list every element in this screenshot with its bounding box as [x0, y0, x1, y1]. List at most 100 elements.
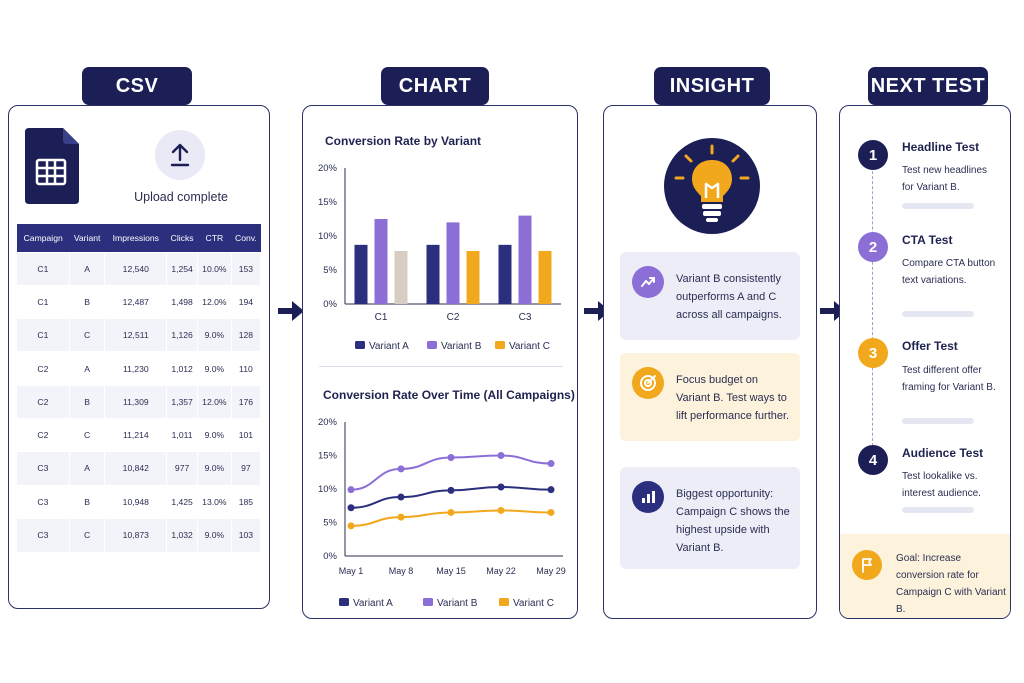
table-row: C3 A 10,842 977 9.0% 97: [17, 451, 262, 486]
csv-table: Campaign Variant Impressions Clicks CTR …: [17, 224, 262, 552]
table-cell: 12.0%: [197, 284, 232, 319]
table-cell: 9.0%: [197, 517, 232, 552]
table-cell: A: [69, 351, 106, 386]
table-cell: C: [69, 417, 106, 452]
table-cell: A: [69, 251, 106, 286]
table-cell: 10,842: [104, 451, 168, 486]
step-number-badge: 4: [858, 445, 888, 475]
table-cell: C3: [17, 451, 70, 486]
table-cell: C3: [17, 484, 70, 519]
y-tick-label: 0%: [323, 551, 337, 562]
y-tick-label: 10%: [318, 231, 338, 242]
table-cell: 10.0%: [197, 251, 232, 286]
table-cell: 110: [231, 351, 262, 386]
step-title: CTA Test: [902, 233, 953, 247]
upload-status: Upload complete: [134, 190, 228, 204]
legend-swatch: [499, 598, 509, 606]
csv-panel: Upload complete Campaign Variant Impress…: [8, 105, 270, 609]
table-row: C2 B 11,309 1,357 12.0% 176: [17, 384, 262, 419]
header-next-test: NEXT TEST: [868, 67, 988, 105]
bar-chart-icon: [632, 481, 664, 513]
y-tick-label: 20%: [318, 163, 338, 174]
data-point: [547, 460, 555, 468]
table-cell: C1: [17, 318, 70, 352]
table-cell: C3: [17, 517, 70, 552]
insight-panel: Variant B consistently outperforms A and…: [603, 105, 817, 619]
chart-divider: [319, 366, 563, 367]
x-tick-label: May 15: [436, 566, 466, 576]
step-description: Test lookalike vs. interest audience.: [902, 471, 981, 499]
next-test-panel: 1 Headline Test Test new headlines for V…: [839, 105, 1011, 619]
column-header: Campaign: [17, 224, 70, 252]
legend-label: Variant B: [441, 341, 482, 352]
data-point: [497, 452, 505, 459]
legend-label: Variant B: [437, 598, 478, 609]
step-title: Audience Test: [902, 446, 984, 460]
data-point: [397, 465, 405, 473]
table-cell: B: [69, 484, 106, 519]
bar: [538, 250, 552, 304]
table-cell: C2: [17, 384, 70, 419]
legend-swatch: [355, 341, 365, 349]
header-insight: INSIGHT: [654, 67, 770, 105]
insight-card: Variant B consistently outperforms A and…: [620, 252, 800, 340]
column-header: Variant: [69, 224, 105, 252]
table-cell: 101: [231, 417, 262, 452]
data-point: [397, 513, 405, 521]
column-header: Clicks: [166, 224, 198, 252]
table-cell: 977: [166, 451, 198, 486]
data-point: [547, 486, 555, 494]
step-description: Compare CTA button text variations.: [902, 258, 996, 286]
table-cell: 1,011: [166, 417, 198, 452]
table-cell: B: [69, 284, 106, 319]
legend-swatch: [495, 341, 505, 349]
x-tick-label: May 22: [486, 566, 516, 576]
step-description: Test new headlines for Variant B.: [902, 165, 988, 193]
table-cell: 12,540: [104, 251, 168, 286]
x-tick-label: C1: [375, 312, 388, 323]
data-point: [447, 454, 455, 462]
bar: [426, 244, 440, 304]
table-cell: C1: [17, 284, 70, 319]
data-point: [347, 486, 355, 494]
table-cell: C: [69, 318, 106, 352]
bar-chart: 20% 15% 10% 5% 0% C1 C2 C3 Variant A Variant B Var…: [318, 163, 561, 352]
data-point: [447, 486, 455, 494]
insight-text: Variant B consistently outperforms A and…: [676, 273, 782, 321]
data-point: [347, 504, 355, 512]
x-tick-label: May 8: [389, 566, 414, 576]
table-row: C3 B 10,948 1,425 13.0% 185: [17, 484, 262, 519]
table-row: C1 C 12,511 1,126 9.0% 128: [17, 318, 262, 352]
column-header: CTR: [197, 224, 232, 252]
table-cell: 128: [231, 318, 262, 352]
data-point: [447, 508, 455, 516]
header-csv: CSV: [82, 67, 192, 105]
table-cell: 1,126: [166, 318, 198, 352]
step-number-badge: 3: [858, 338, 888, 368]
y-tick-label: 20%: [318, 417, 338, 428]
legend-swatch: [339, 598, 349, 606]
column-header: Conv.: [231, 224, 261, 252]
lightbulb-icon: [664, 138, 760, 234]
data-point: [397, 493, 405, 501]
y-tick-label: 5%: [323, 265, 337, 276]
bar: [446, 222, 460, 304]
table-cell: 11,214: [104, 417, 168, 452]
step-number-badge: 2: [858, 232, 888, 262]
y-tick-label: 15%: [318, 451, 338, 462]
legend-label: Variant A: [353, 598, 393, 609]
table-cell: 9.0%: [197, 318, 232, 352]
arrow-right-icon: [278, 301, 304, 321]
table-cell: 9.0%: [197, 451, 232, 486]
table-cell: 10,948: [104, 484, 168, 519]
table-cell: 9.0%: [197, 417, 232, 452]
x-tick-label: C2: [447, 312, 460, 323]
bar: [374, 219, 388, 304]
step-title: Offer Test: [902, 339, 958, 353]
table-cell: 194: [231, 284, 262, 319]
bar: [394, 250, 408, 304]
legend-label: Variant C: [513, 598, 554, 609]
step-number-badge: 1: [858, 140, 888, 170]
table-cell: 103: [231, 517, 262, 552]
target-icon: [632, 367, 664, 399]
